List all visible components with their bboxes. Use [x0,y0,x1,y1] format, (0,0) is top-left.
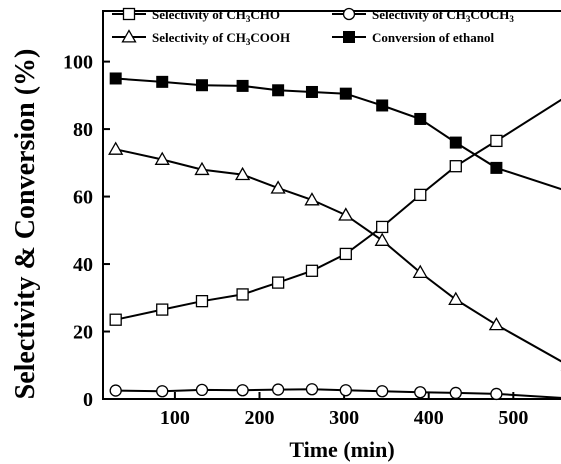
data-point [339,384,352,397]
data-point [374,232,390,246]
data-point [449,160,462,173]
data-point [414,188,427,202]
legend-entry: Selectivity of CH3COOH [112,29,290,47]
data-point [271,276,285,289]
data-point [414,386,427,399]
legend-marker [342,7,356,21]
data-point [154,151,170,165]
x-tick-label: 200 [245,407,275,429]
legend-label-subscript: 3 [466,14,471,24]
data-point [236,288,249,301]
data-point [449,386,462,400]
data-point [449,136,462,149]
legend-label-part: COOH [250,30,290,45]
legend-label: Selectivity of CH3CHO [152,7,280,24]
data-point [448,291,464,305]
legend-marker [121,29,137,43]
legend-entry: Conversion of ethanol [332,30,494,45]
series-line [115,98,561,321]
legend-label: Selectivity of CH3COCH3 [372,7,514,24]
data-point [271,383,285,396]
legend-label-part: COCH [470,7,509,22]
data-point [412,264,428,279]
series-layer [108,72,561,401]
data-point [376,220,389,234]
data-point [490,134,503,148]
legend-label: Selectivity of CH3COOH [152,30,290,47]
data-point [304,192,320,206]
data-point [109,313,122,326]
legend-label-part: CHO [250,7,280,22]
x-axis-title: Time (min) [289,437,394,462]
y-tick-label: 100 [63,52,93,74]
legend-label-subscript: 3 [509,14,514,24]
data-point [339,87,352,100]
data-point [490,387,503,401]
data-point [156,75,169,88]
data-point [272,84,285,97]
legend-marker [343,31,355,43]
data-point [305,383,319,396]
data-point [236,384,249,397]
x-tick-label: 500 [498,407,528,429]
legend-entry: Selectivity of CH3COCH3 [332,7,514,24]
series-line [115,388,561,399]
y-tick-label: 80 [73,119,93,141]
data-point [108,141,124,155]
y-tick-label: 0 [83,389,93,411]
data-point [376,385,389,398]
y-tick-label: 60 [73,187,93,209]
series-3 [108,141,561,371]
legend-label-part: Selectivity of CH [152,30,246,45]
y-tick-label: 20 [73,322,93,344]
data-point [236,79,249,92]
series-1 [109,98,561,326]
data-point [376,99,389,112]
data-point [195,383,209,397]
legend-label-part: Selectivity of CH [152,7,246,22]
data-point [305,264,319,277]
legend-label: Conversion of ethanol [372,30,494,45]
data-point [156,385,169,398]
series-2 [109,383,561,401]
data-point [194,161,210,176]
data-point [305,85,318,98]
x-tick-label: 400 [414,407,444,429]
legend: Selectivity of CH3CHO Selectivity of CH3C… [112,7,514,47]
plot-frame [102,10,561,400]
data-point [270,180,286,194]
series-line [115,77,561,191]
legend-label-part: Conversion of ethanol [372,30,494,45]
legend-entry: Selectivity of CH3CHO [112,7,280,24]
y-tick-label: 40 [73,254,93,276]
x-tick-label: 300 [329,407,359,429]
axis-ticks: 0 20 40 60 80 100 100 200 300 400 500 [63,52,528,429]
legend-marker [122,7,136,21]
legend-label-part: Selectivity of CH [372,7,466,22]
legend-label-subscript: 3 [246,14,251,24]
data-point [338,207,354,221]
data-point [156,303,169,316]
data-point [490,161,503,174]
x-tick-label: 100 [160,407,190,429]
data-point [234,166,251,181]
data-point [195,79,208,92]
data-point [488,316,505,331]
data-point [339,247,352,261]
data-point [195,295,209,308]
data-point [414,112,427,125]
y-axis-title: Selectivity & Conversion (%) [10,49,41,400]
data-point [109,72,122,85]
data-point [109,384,122,397]
series-4 [109,72,561,191]
legend-label-subscript: 3 [246,37,251,47]
